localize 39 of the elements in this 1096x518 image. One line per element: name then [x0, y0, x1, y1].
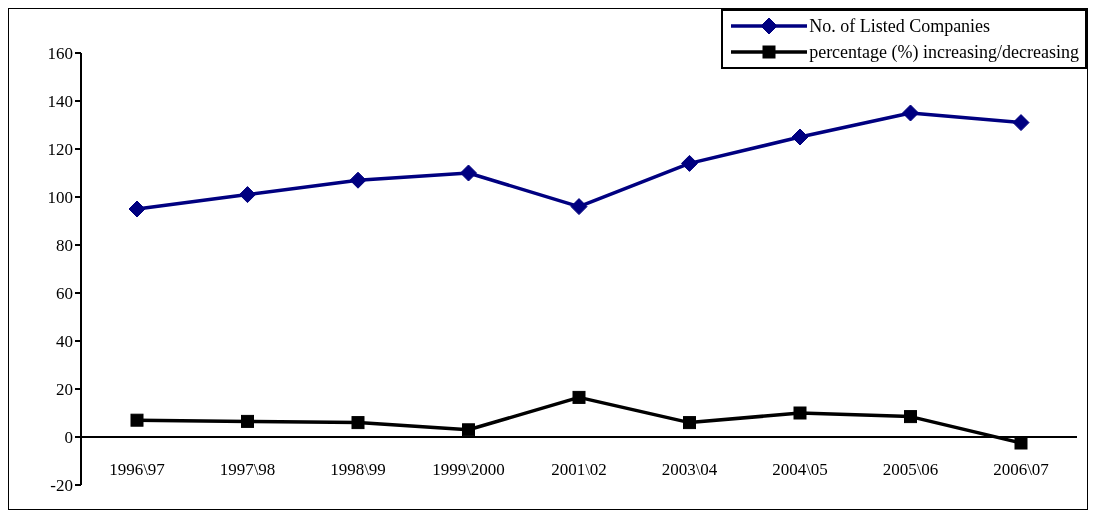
point [241, 414, 254, 428]
x-tick-label: 2004\05 [772, 460, 828, 479]
y-tick-label: 60 [56, 284, 73, 304]
point [462, 423, 475, 437]
point [128, 200, 146, 218]
legend-label: percentage (%) increasing/decreasing [809, 41, 1079, 63]
y-tick-label: 80 [56, 236, 73, 256]
x-tick-label: 1998\99 [330, 460, 386, 479]
x-tick-label: 2005\06 [882, 460, 939, 479]
y-tick-label: 100 [47, 188, 73, 208]
point [904, 410, 917, 424]
y-tick-label: 0 [64, 428, 73, 448]
point [239, 186, 256, 204]
point [460, 164, 477, 182]
point [791, 128, 809, 146]
point [349, 171, 367, 189]
y-tick-label: 140 [47, 92, 73, 112]
point [793, 406, 807, 420]
point [902, 104, 919, 122]
point [683, 416, 696, 430]
y-tick-label: -20 [50, 476, 73, 496]
point [130, 413, 144, 427]
y-tick-label: 120 [47, 140, 73, 160]
y-tick-label: 160 [47, 44, 73, 64]
point [681, 154, 698, 172]
x-tick-label: 1999\2000 [432, 460, 505, 479]
x-tick-label: 2001\02 [551, 460, 607, 479]
x-tick-label: 1996\97 [109, 460, 166, 479]
point [1014, 436, 1028, 450]
x-tick-label: 2003\04 [661, 460, 718, 479]
y-tick-label: 40 [56, 332, 73, 352]
point [351, 416, 365, 430]
legend-label: No. of Listed Companies [809, 15, 991, 37]
point [1012, 114, 1030, 132]
y-tick-label: 20 [56, 380, 73, 400]
point [572, 390, 586, 404]
x-tick-label: 2006\07 [993, 460, 1050, 479]
point [570, 198, 588, 216]
x-tick-label: 1997\98 [219, 460, 276, 479]
